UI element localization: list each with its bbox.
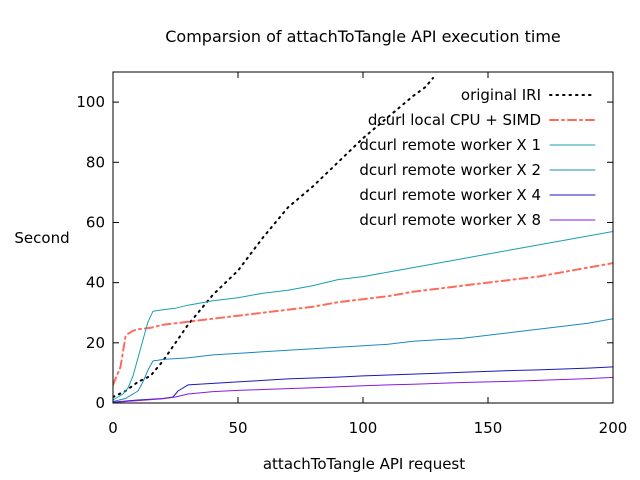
y-tick-label: 100 [76,93,105,111]
x-tick-label: 0 [108,419,118,437]
plot-series [113,77,613,403]
series-line-0 [113,77,434,398]
legend-label-5: dcurl remote worker X 8 [359,211,541,229]
y-tick-label: 20 [86,334,105,352]
legend: original IRI dcurl local CPU + SIMD dcurl … [359,86,596,229]
x-axis-label: attachToTangle API request [263,455,465,473]
y-tick-label: 40 [86,274,105,292]
y-tick-label: 60 [86,213,105,231]
axis-ticks: 0 50 100 150 200 0 20 40 60 80 100 [76,72,627,437]
x-tick-label: 100 [349,419,378,437]
legend-label-3: dcurl remote worker X 2 [359,161,541,179]
legend-label-2: dcurl remote worker X 1 [359,136,541,154]
y-tick-label: 80 [86,153,105,171]
series-line-5 [113,376,613,403]
chart-title: Comparsion of attachToTangle API executi… [165,27,561,46]
y-axis-label: Second [14,229,69,247]
series-line-3 [113,318,613,402]
x-tick-label: 150 [474,419,503,437]
series-line-2 [113,231,613,401]
legend-label-0: original IRI [461,86,541,104]
series-line-4 [113,366,613,403]
legend-label-1: dcurl local CPU + SIMD [368,111,541,129]
series-line-1 [113,262,613,386]
legend-label-4: dcurl remote worker X 4 [359,186,541,204]
x-tick-label: 200 [599,419,628,437]
y-tick-label: 0 [95,394,105,412]
x-tick-label: 50 [228,419,247,437]
